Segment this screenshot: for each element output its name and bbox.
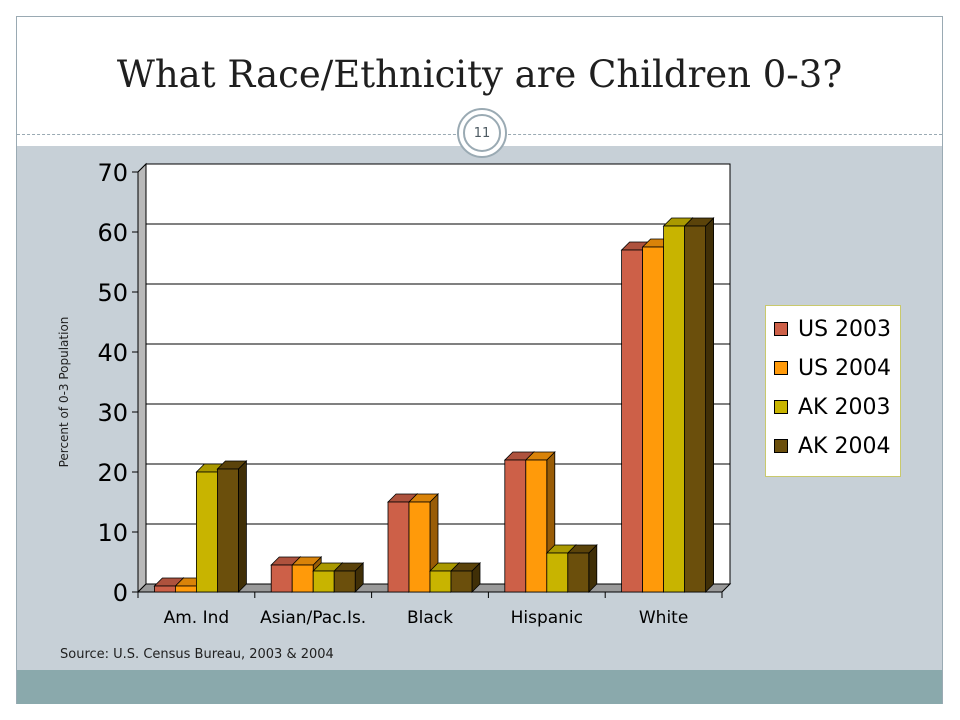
y-tick-label: 70 xyxy=(97,159,128,187)
bar-side xyxy=(237,460,247,593)
bar-front xyxy=(195,471,218,593)
y-axis-label: Percent of 0-3 Population xyxy=(57,317,71,468)
legend-item: AK 2004 xyxy=(774,431,890,461)
y-tick-label: 50 xyxy=(97,279,128,307)
y-tick-label: 20 xyxy=(97,459,128,487)
x-tick-label: Black xyxy=(407,608,453,628)
legend-item: US 2004 xyxy=(774,353,891,383)
x-tick-label: Am. Ind xyxy=(164,608,230,628)
legend-label: US 2003 xyxy=(798,316,892,342)
y-tick-label: 60 xyxy=(97,219,128,247)
bar-front xyxy=(333,570,356,593)
slide-title: What Race/Ethnicity are Children 0-3? xyxy=(116,53,843,96)
page-number-badge: 11 xyxy=(457,108,507,158)
bar xyxy=(566,544,598,593)
bar-front xyxy=(546,552,569,593)
x-tick-label: Hispanic xyxy=(511,608,583,628)
bar-front xyxy=(408,501,431,593)
bar-side xyxy=(705,217,714,593)
y-axis-wall xyxy=(137,162,147,594)
legend-swatch xyxy=(774,400,788,414)
bar-front xyxy=(387,501,410,593)
legend-item: US 2003 xyxy=(774,314,891,344)
bar-front xyxy=(291,564,314,593)
legend-label: AK 2004 xyxy=(798,433,891,459)
bar-front xyxy=(525,459,548,593)
legend-label: AK 2003 xyxy=(798,394,891,420)
legend-swatch xyxy=(774,361,788,375)
bar-front xyxy=(450,570,473,593)
bar-front xyxy=(270,564,293,593)
y-tick-label: 30 xyxy=(97,399,128,427)
x-tick-label: White xyxy=(639,608,688,628)
bar-front xyxy=(663,225,685,593)
y-tick-label: 10 xyxy=(97,519,128,547)
legend-item: AK 2003 xyxy=(774,392,890,422)
bar-front xyxy=(312,570,335,593)
y-tick-label: 0 xyxy=(113,579,128,607)
bar xyxy=(216,460,248,593)
footer-band xyxy=(17,670,942,704)
source-note: Source: U.S. Census Bureau, 2003 & 2004 xyxy=(60,647,334,662)
bar-front xyxy=(567,552,590,593)
bar-front xyxy=(174,585,197,593)
bar-front xyxy=(684,225,706,593)
bar-front xyxy=(642,246,664,593)
x-tick-label: Asian/Pac.Is. xyxy=(260,608,366,628)
y-tick-label: 40 xyxy=(97,339,128,367)
bar-front xyxy=(216,468,239,593)
bar-front xyxy=(153,585,176,593)
legend-label: US 2004 xyxy=(798,355,892,381)
bar xyxy=(683,217,715,593)
bar xyxy=(450,562,481,593)
bar-front xyxy=(429,570,452,593)
bar-front xyxy=(621,249,643,593)
chart-legend: US 2003 US 2004 AK 2003 AK 2004 xyxy=(765,305,901,477)
bar xyxy=(333,562,365,593)
bar-front xyxy=(504,459,527,593)
legend-swatch xyxy=(774,322,788,336)
page-number: 11 xyxy=(463,114,501,152)
legend-swatch xyxy=(774,439,788,453)
